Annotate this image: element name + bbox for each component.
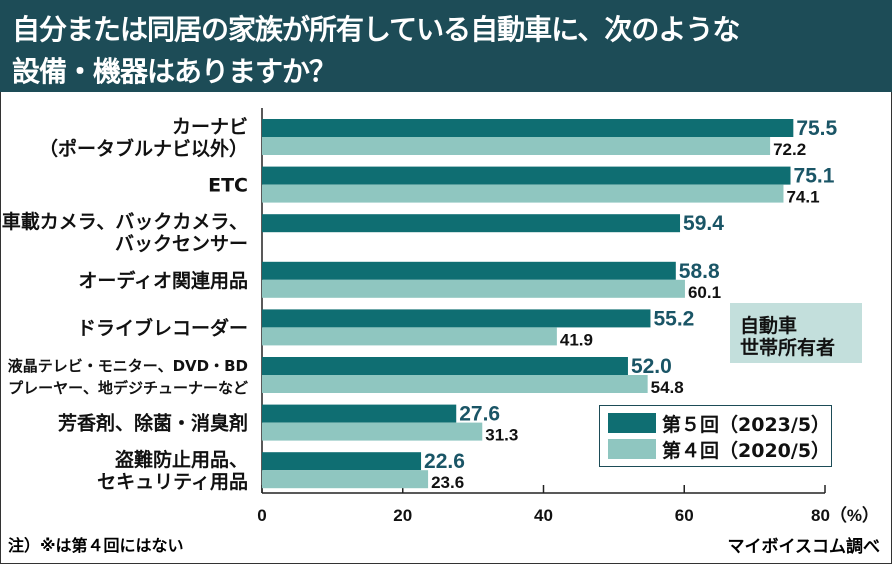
footnote: 注）※は第４回にはない	[8, 536, 184, 555]
category-label: バックセンサー	[115, 233, 248, 255]
legend-swatch-previous	[608, 439, 656, 459]
x-tick-label: 20	[393, 506, 412, 525]
data-label-previous: 54.8	[651, 378, 684, 397]
bar-current	[262, 452, 422, 471]
data-label-previous: 31.3	[485, 426, 518, 445]
category-label: 盗難防止用品、	[115, 448, 248, 471]
data-label-previous: 72.2	[773, 140, 806, 159]
x-tick-label: 80（%）	[811, 505, 879, 525]
category-label: オーディオ関連用品	[78, 269, 248, 292]
data-label-current: 27.6	[459, 403, 500, 426]
bar-current	[262, 309, 651, 328]
category-label: ETC	[208, 175, 248, 197]
legend-item-previous: 第４回（2020/5）	[608, 438, 831, 462]
legend: 第５回（2023/5） 第４回（2020/5）	[599, 405, 832, 467]
bar-current	[262, 404, 457, 423]
data-label-current: 55.2	[653, 307, 694, 330]
bar-current	[262, 261, 676, 280]
data-label-previous: 74.1	[786, 188, 819, 207]
data-label-current: 75.1	[794, 165, 835, 188]
title-line-2: 設備・機器はありますか？	[12, 55, 337, 88]
category-label: 液晶テレビ・モニター、DVD・BD	[8, 357, 248, 375]
category-label: ドライブレコーダー	[77, 316, 248, 339]
x-tick-label: 60	[675, 506, 694, 525]
legend-swatch-current	[608, 413, 656, 433]
bar-previous	[262, 137, 771, 155]
data-label-previous: 60.1	[688, 283, 721, 302]
category-label: プレーヤー、地デジチューナーなど	[8, 379, 248, 397]
legend-label-current: 第５回（2023/5）	[662, 413, 831, 436]
data-label-previous: 41.9	[560, 330, 593, 349]
category-label: カーナビ	[172, 116, 248, 138]
title-line-1: 自分または同居の家族が所有している自動車に、次のような	[12, 13, 740, 46]
bar-current	[262, 357, 628, 375]
category-label: セキュリティ用品	[97, 471, 248, 493]
bar-previous	[262, 422, 483, 441]
bar-current	[262, 119, 794, 137]
source-credit: マイボイスコム調べ	[727, 537, 881, 557]
data-label-current: 22.6	[424, 450, 465, 473]
legend-label-previous: 第４回（2020/5）	[662, 439, 831, 462]
chart-header: 自分または同居の家族が所有している自動車に、次のような 設備・機器はありますか？	[0, 0, 892, 92]
category-label: 芳香剤、除菌・消臭剤	[58, 412, 248, 435]
x-tick-label: 40	[534, 506, 553, 525]
bar-previous	[262, 184, 784, 203]
bar-previous	[262, 375, 648, 393]
x-tick-label: 0	[257, 506, 266, 525]
badge-line-2: 世帯所有者	[740, 337, 836, 359]
respondent-badge: 自動車 世帯所有者	[730, 303, 862, 363]
data-label-current: 59.4	[683, 212, 724, 235]
data-label-current: 52.0	[631, 355, 672, 378]
bar-previous	[262, 327, 557, 346]
badge-line-1: 自動車	[740, 315, 798, 337]
data-label-previous: 23.6	[431, 473, 464, 492]
category-label: （ポータブルナビ以外）	[39, 137, 248, 160]
legend-item-current: 第５回（2023/5）	[608, 412, 831, 436]
bar-current	[262, 166, 791, 185]
category-label: ※車載カメラ、バックカメラ、	[0, 210, 248, 233]
data-label-current: 75.5	[796, 117, 837, 140]
bar-previous	[262, 279, 685, 298]
bar-current	[262, 214, 681, 233]
data-label-current: 58.8	[679, 260, 720, 283]
bar-previous	[262, 470, 429, 489]
